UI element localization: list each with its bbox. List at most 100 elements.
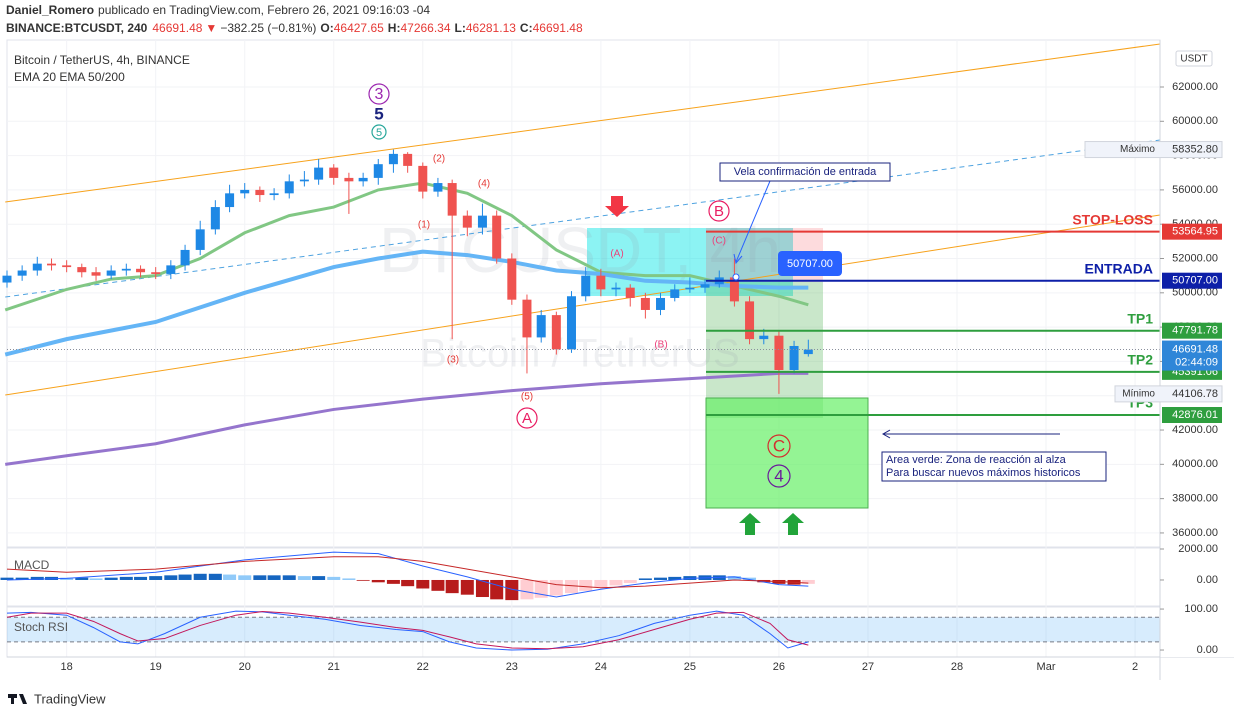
sell-arrow: [605, 196, 629, 217]
candle-body: [62, 265, 72, 268]
x-tick-label: 27: [862, 661, 874, 673]
brand-logo: [8, 694, 27, 704]
stoch-d: [6, 611, 809, 650]
macd-bar: [505, 579, 519, 601]
currency-badge: [1175, 50, 1213, 67]
macd-bar: [104, 577, 118, 580]
watermark: Bitcoin / TetherUS: [420, 332, 739, 376]
wave-label: (5): [521, 392, 533, 403]
buy-arrow: [782, 513, 804, 535]
candle-body: [507, 258, 517, 300]
note-box: [719, 162, 891, 182]
wave-degree: 4: [774, 466, 783, 485]
candle-body: [344, 177, 354, 182]
macd-bar: [801, 579, 815, 584]
x-tick-label: 2: [1132, 661, 1138, 673]
wave-label: (3): [447, 355, 459, 366]
x-tick-label: 19: [150, 661, 162, 673]
candle-body: [166, 265, 176, 274]
candle-body: [522, 299, 532, 338]
ema-line: [4, 249, 809, 357]
x-tick-label: 23: [506, 661, 518, 673]
candle-body: [210, 207, 220, 230]
candle-body: [803, 349, 813, 355]
brand: TradingView: [34, 691, 106, 706]
macd-bar: [386, 579, 400, 584]
candle-body: [299, 179, 309, 182]
macd-bar: [238, 575, 252, 580]
pointer-head: [733, 253, 743, 265]
macd-bar: [475, 579, 489, 598]
macd-bar: [743, 577, 757, 580]
macd-bar: [416, 579, 430, 589]
candle-body: [2, 275, 12, 283]
macd-bar: [564, 579, 578, 594]
macd-bar: [149, 576, 163, 580]
x-tick-label: Mar: [1037, 661, 1056, 673]
pointer-head: [881, 429, 891, 439]
level-name: TP1: [1127, 310, 1153, 326]
wave-label: (1): [418, 220, 430, 231]
change-arrow: ▼: [205, 21, 217, 35]
note-box: [881, 451, 1107, 482]
note: Area verde: Zona de reacción al alza: [886, 454, 1067, 466]
candle-body: [492, 215, 502, 259]
candle-body: [358, 177, 368, 182]
macd-bar: [312, 576, 326, 580]
candle-body: [388, 153, 398, 165]
macd-bar: [327, 576, 341, 580]
wave-degree: B: [714, 203, 724, 220]
x-tick-label: 26: [773, 661, 785, 673]
macd-bar: [668, 576, 682, 580]
plot-area: 18 19 20 21 22 23 24 25 26 27 28 Mar 2 BTCUSDT, 4h Bit…: [0, 39, 1234, 680]
macd-bar: [0, 577, 14, 580]
macd-bar: [164, 575, 178, 580]
candle-body: [77, 267, 87, 273]
buy-arrow: [739, 513, 761, 535]
countdown: 02:44:09: [1175, 356, 1218, 368]
candle-body: [774, 335, 784, 370]
note: Para buscar nuevos máximos historicos: [886, 467, 1081, 479]
candle-body: [373, 164, 383, 178]
y-tick-label: 60000.00: [1172, 115, 1218, 127]
level-name: TP2: [1127, 352, 1153, 368]
last-price: 46691.48: [152, 21, 202, 35]
signal-line: [6, 556, 809, 589]
macd-bar: [282, 575, 296, 580]
candle-body: [536, 315, 546, 338]
wave-circle: [767, 434, 791, 458]
ohlc-label: H:: [388, 21, 401, 35]
ohlc-value: 47266.34: [400, 21, 450, 35]
y-tick-label: 100.00: [1184, 603, 1218, 615]
candle-body: [581, 275, 591, 297]
macd-bar: [178, 574, 192, 580]
currency: USDT: [1180, 54, 1207, 65]
pointer-line: [735, 180, 771, 263]
level-tag-value: 50707.00: [1172, 275, 1218, 287]
macd-bar: [119, 576, 133, 580]
trend-line: [5, 43, 1161, 203]
ohlc-label: C:: [520, 21, 533, 35]
y-tick-label: 40000.00: [1172, 458, 1218, 470]
price-tag-box: [1084, 141, 1223, 159]
price-tag-value: 44106.78: [1172, 388, 1218, 400]
wave-label: (A): [610, 249, 623, 260]
y-tick-label: 50000.00: [1172, 287, 1218, 299]
y-tick-label: 36000.00: [1172, 527, 1218, 539]
x-tick-label: 21: [328, 661, 340, 673]
wave-label: (2): [433, 154, 445, 165]
candle-body: [670, 289, 680, 298]
level-tag: [1162, 322, 1222, 339]
wave-circle: [516, 407, 538, 429]
wave-degree: A: [522, 410, 532, 427]
x-tick-label: 25: [684, 661, 696, 673]
watermark: BTCUSDT, 4h: [379, 214, 781, 286]
candle-body: [240, 189, 250, 194]
last-price-tag: [1162, 340, 1222, 371]
macd-bar: [401, 579, 415, 587]
candle-body: [151, 272, 161, 274]
symbol-line: BINANCE:BTCUSDT, 240 46691.48 ▼ −382.25 (−0…: [6, 21, 583, 35]
candle-body: [47, 263, 57, 266]
y-tick-label: 2000.00: [1178, 543, 1218, 555]
published: publicado en TradingView.com, Febrero 26…: [98, 3, 430, 17]
